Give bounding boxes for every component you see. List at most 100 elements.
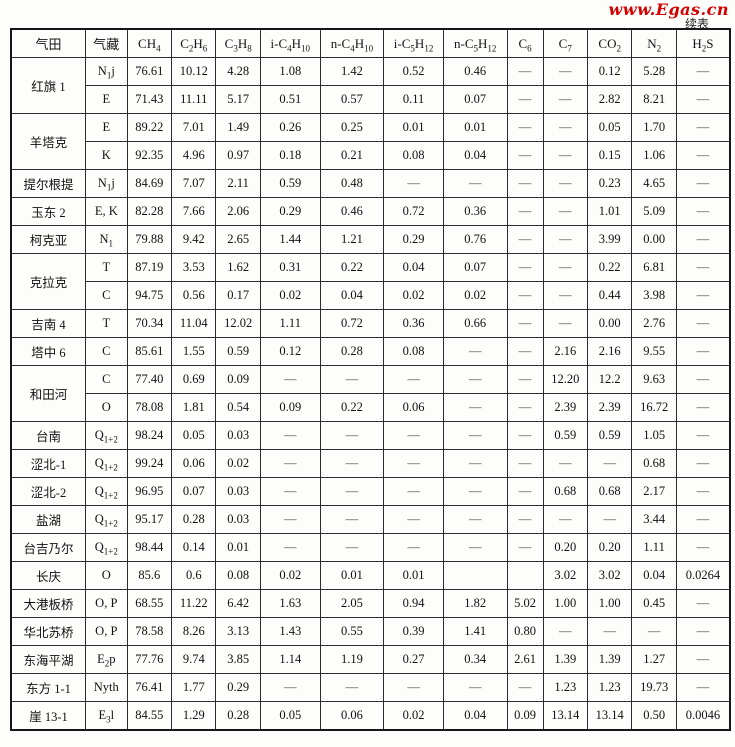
gas-field-cell: 玉东 2 <box>10 197 86 226</box>
value-cell: 0.46 <box>319 197 385 226</box>
value-cell: — <box>506 393 544 422</box>
value-cell: — <box>506 197 544 226</box>
value-cell: 10.12 <box>171 57 217 86</box>
value-cell: 0.34 <box>442 645 508 674</box>
value-cell: — <box>542 169 588 198</box>
gas-field-cell: 长庆 <box>10 561 86 590</box>
value-cell: 11.22 <box>171 589 217 618</box>
value-cell: 0.22 <box>319 393 385 422</box>
table-row: 台南 Q1+2 98.24 0.05 0.03— — — — —0.59 0.59 1.05— <box>10 421 731 450</box>
value-cell: 82.28 <box>126 197 173 226</box>
value-cell: 0.09 <box>506 701 544 731</box>
value-cell: 0.03 <box>215 505 261 534</box>
value-cell: 2.65 <box>215 225 261 254</box>
value-cell: 19.73 <box>631 673 677 702</box>
value-cell: — <box>675 85 731 114</box>
value-cell: 0.02 <box>259 561 321 590</box>
value-cell: 71.43 <box>126 85 173 114</box>
gas-field-cell: 东海平湖 <box>10 645 86 674</box>
value-cell: 0.01 <box>319 561 385 590</box>
value-cell: — <box>542 113 588 142</box>
value-cell: 3.99 <box>586 225 633 254</box>
table-row: 华北苏桥 O, P 78.58 8.26 3.13 1.43 0.55 0.39 1.41 0.8… <box>10 617 731 646</box>
gas-composition-table: 气田 气藏 CH4 C2H6 C3H8 i-C4H10 n-C4H10 i-C5… <box>10 28 731 731</box>
value-cell: — <box>319 673 385 702</box>
value-cell: 0.57 <box>319 85 385 114</box>
value-cell: — <box>675 449 731 478</box>
reservoir-cell: N1j <box>84 57 128 86</box>
value-cell: 0.01 <box>383 561 444 590</box>
value-cell: 0.20 <box>586 533 633 562</box>
gas-field-cell: 涩北-2 <box>10 477 86 506</box>
col-header-gas-field: 气田 <box>10 28 86 58</box>
value-cell: 0.50 <box>631 701 677 731</box>
reservoir-cell: O, P <box>84 617 128 646</box>
value-cell: — <box>442 365 508 394</box>
value-cell: — <box>383 169 444 198</box>
value-cell: 0.56 <box>171 281 217 310</box>
page-header: www.Egas.cn 续表 <box>0 0 735 31</box>
gas-field-cell: 大港板桥 <box>10 589 86 618</box>
value-cell: 0.04 <box>631 561 677 590</box>
reservoir-cell: T <box>84 309 128 338</box>
value-cell: — <box>586 617 633 646</box>
value-cell: 1.42 <box>319 57 385 86</box>
value-cell: 0.29 <box>259 197 321 226</box>
table-row: 涩北-1 Q1+2 99.24 0.06 0.02— — — — — — —0.68— <box>10 449 731 478</box>
reservoir-cell: N1 <box>84 225 128 254</box>
value-cell: — <box>675 113 731 142</box>
value-cell: 0.55 <box>319 617 385 646</box>
value-cell: — <box>675 281 731 310</box>
value-cell: — <box>259 505 321 534</box>
value-cell: — <box>506 85 544 114</box>
value-cell: 0.51 <box>259 85 321 114</box>
table-row: 东方 1-1 Nyth 76.41 1.77 0.29— — — — —1.23 1.23 19.7… <box>10 673 731 702</box>
value-cell: 2.82 <box>586 85 633 114</box>
value-cell: — <box>542 505 588 534</box>
reservoir-cell: Q1+2 <box>84 449 128 478</box>
value-cell: 9.63 <box>631 365 677 394</box>
gas-field-cell: 柯克亚 <box>10 225 86 254</box>
value-cell: 6.81 <box>631 253 677 282</box>
table-row: 提尔根提 N1j 84.69 7.07 2.11 0.59 0.48— — — —0.23 4.65… <box>10 169 731 198</box>
table-row: 克拉克 T 87.19 3.53 1.62 0.31 0.22 0.04 0.07— —0.22 6… <box>10 253 731 310</box>
value-cell: 0.76 <box>442 225 508 254</box>
table-row: 长庆 O 85.6 0.6 0.08 0.02 0.01 0.01 3.02 3.02 0.04 0.… <box>10 561 731 590</box>
value-cell: 5.17 <box>215 85 261 114</box>
value-cell: 0.04 <box>319 281 385 310</box>
value-cell: 0.00 <box>631 225 677 254</box>
value-cell: 0.68 <box>631 449 677 478</box>
value-cell: 2.76 <box>631 309 677 338</box>
reservoir-cell: N1j <box>84 169 128 198</box>
value-cell: 1.55 <box>171 337 217 366</box>
value-cell: — <box>259 673 321 702</box>
value-cell: — <box>675 589 731 618</box>
value-cell: 0.08 <box>383 141 444 170</box>
col-header-reservoir: 气藏 <box>84 28 128 58</box>
value-cell: 2.39 <box>586 393 633 422</box>
value-cell: 0.6 <box>171 561 217 590</box>
value-cell: 0.54 <box>215 393 261 422</box>
value-cell: — <box>383 673 444 702</box>
value-cell: 0.21 <box>319 141 385 170</box>
value-cell: — <box>383 449 444 478</box>
table-row: K 92.35 4.96 0.97 0.18 0.21 0.08 0.04— —0.15 1.06… <box>11 141 731 170</box>
value-cell: 0.04 <box>383 253 444 282</box>
value-cell: 0.06 <box>383 393 444 422</box>
gas-field-cell: 塔中 6 <box>10 337 86 366</box>
value-cell: — <box>506 141 544 170</box>
value-cell: — <box>442 505 508 534</box>
value-cell: 77.76 <box>126 645 173 674</box>
value-cell: — <box>506 225 544 254</box>
value-cell: 0.01 <box>442 113 508 142</box>
value-cell: — <box>542 141 588 170</box>
value-cell: 1.43 <box>259 617 321 646</box>
value-cell: 0.06 <box>171 449 217 478</box>
col-header-n-c4h10: n-C4H10 <box>319 28 385 58</box>
value-cell: 1.41 <box>442 617 508 646</box>
table-row: 柯克亚 N1 79.88 9.42 2.65 1.44 1.21 0.29 0.76— —3.99… <box>10 225 731 254</box>
value-cell: — <box>442 449 508 478</box>
col-header-c2h6: C2H6 <box>171 28 217 58</box>
value-cell: 0.00 <box>586 309 633 338</box>
table-row: E 71.43 11.11 5.17 0.51 0.57 0.11 0.07— —2.82 8.2… <box>11 85 731 114</box>
